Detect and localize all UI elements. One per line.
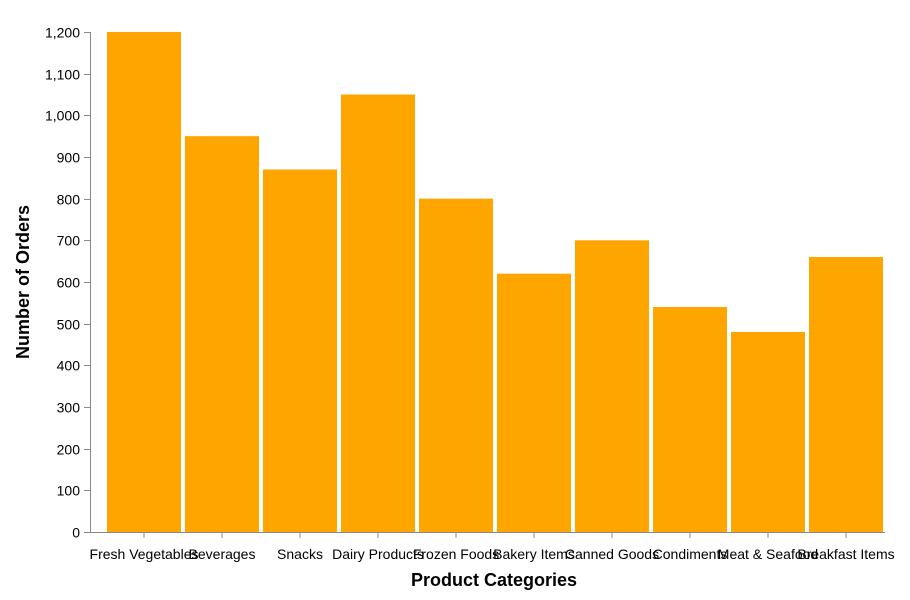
x-tick-label-9: Breakfast Items bbox=[797, 546, 894, 562]
y-tick-label-6: 600 bbox=[57, 275, 81, 291]
bar-1 bbox=[185, 136, 259, 532]
x-tick-label-7: Condiments bbox=[653, 546, 728, 562]
x-tick-label-6: Canned Goods bbox=[565, 546, 659, 562]
bar-9 bbox=[809, 257, 883, 532]
x-tick-label-3: Dairy Products bbox=[332, 546, 424, 562]
bar-8 bbox=[731, 332, 805, 532]
bar-2 bbox=[263, 169, 337, 532]
y-tick-label-0: 0 bbox=[72, 525, 80, 541]
y-tick-label-5: 500 bbox=[57, 317, 81, 333]
x-tick-label-5: Bakery Items bbox=[493, 546, 575, 562]
y-axis-title: Number of Orders bbox=[13, 205, 33, 359]
y-tick-label-10: 1,000 bbox=[45, 108, 80, 124]
y-tick-label-7: 700 bbox=[57, 233, 81, 249]
y-tick-label-3: 300 bbox=[57, 400, 81, 416]
bar-5 bbox=[497, 273, 571, 532]
x-tick-label-4: Frozen Foods bbox=[413, 546, 499, 562]
x-tick-label-2: Snacks bbox=[277, 546, 323, 562]
y-tick-label-11: 1,100 bbox=[45, 67, 80, 83]
bar-7 bbox=[653, 307, 727, 532]
bar-4 bbox=[419, 198, 493, 532]
x-axis-title: Product Categories bbox=[411, 570, 577, 590]
y-axis: 0 100 200 300 400 500 600 700 800 900 1,000 1,100 1,… bbox=[45, 25, 91, 541]
y-tick-label-8: 800 bbox=[57, 192, 81, 208]
x-tick-label-1: Beverages bbox=[189, 546, 256, 562]
y-tick-label-12: 1,200 bbox=[45, 25, 80, 41]
y-tick-label-1: 100 bbox=[57, 483, 81, 499]
bar-6 bbox=[575, 240, 649, 533]
y-tick-label-2: 200 bbox=[57, 442, 81, 458]
bars-layer bbox=[107, 32, 883, 533]
x-tick-label-8: Meat & Seafood bbox=[718, 546, 818, 562]
bar-3 bbox=[341, 94, 415, 532]
x-tick-label-0: Fresh Vegetables bbox=[90, 546, 199, 562]
y-tick-label-4: 400 bbox=[57, 358, 81, 374]
bar-0 bbox=[107, 32, 181, 532]
y-tick-label-9: 900 bbox=[57, 150, 81, 166]
